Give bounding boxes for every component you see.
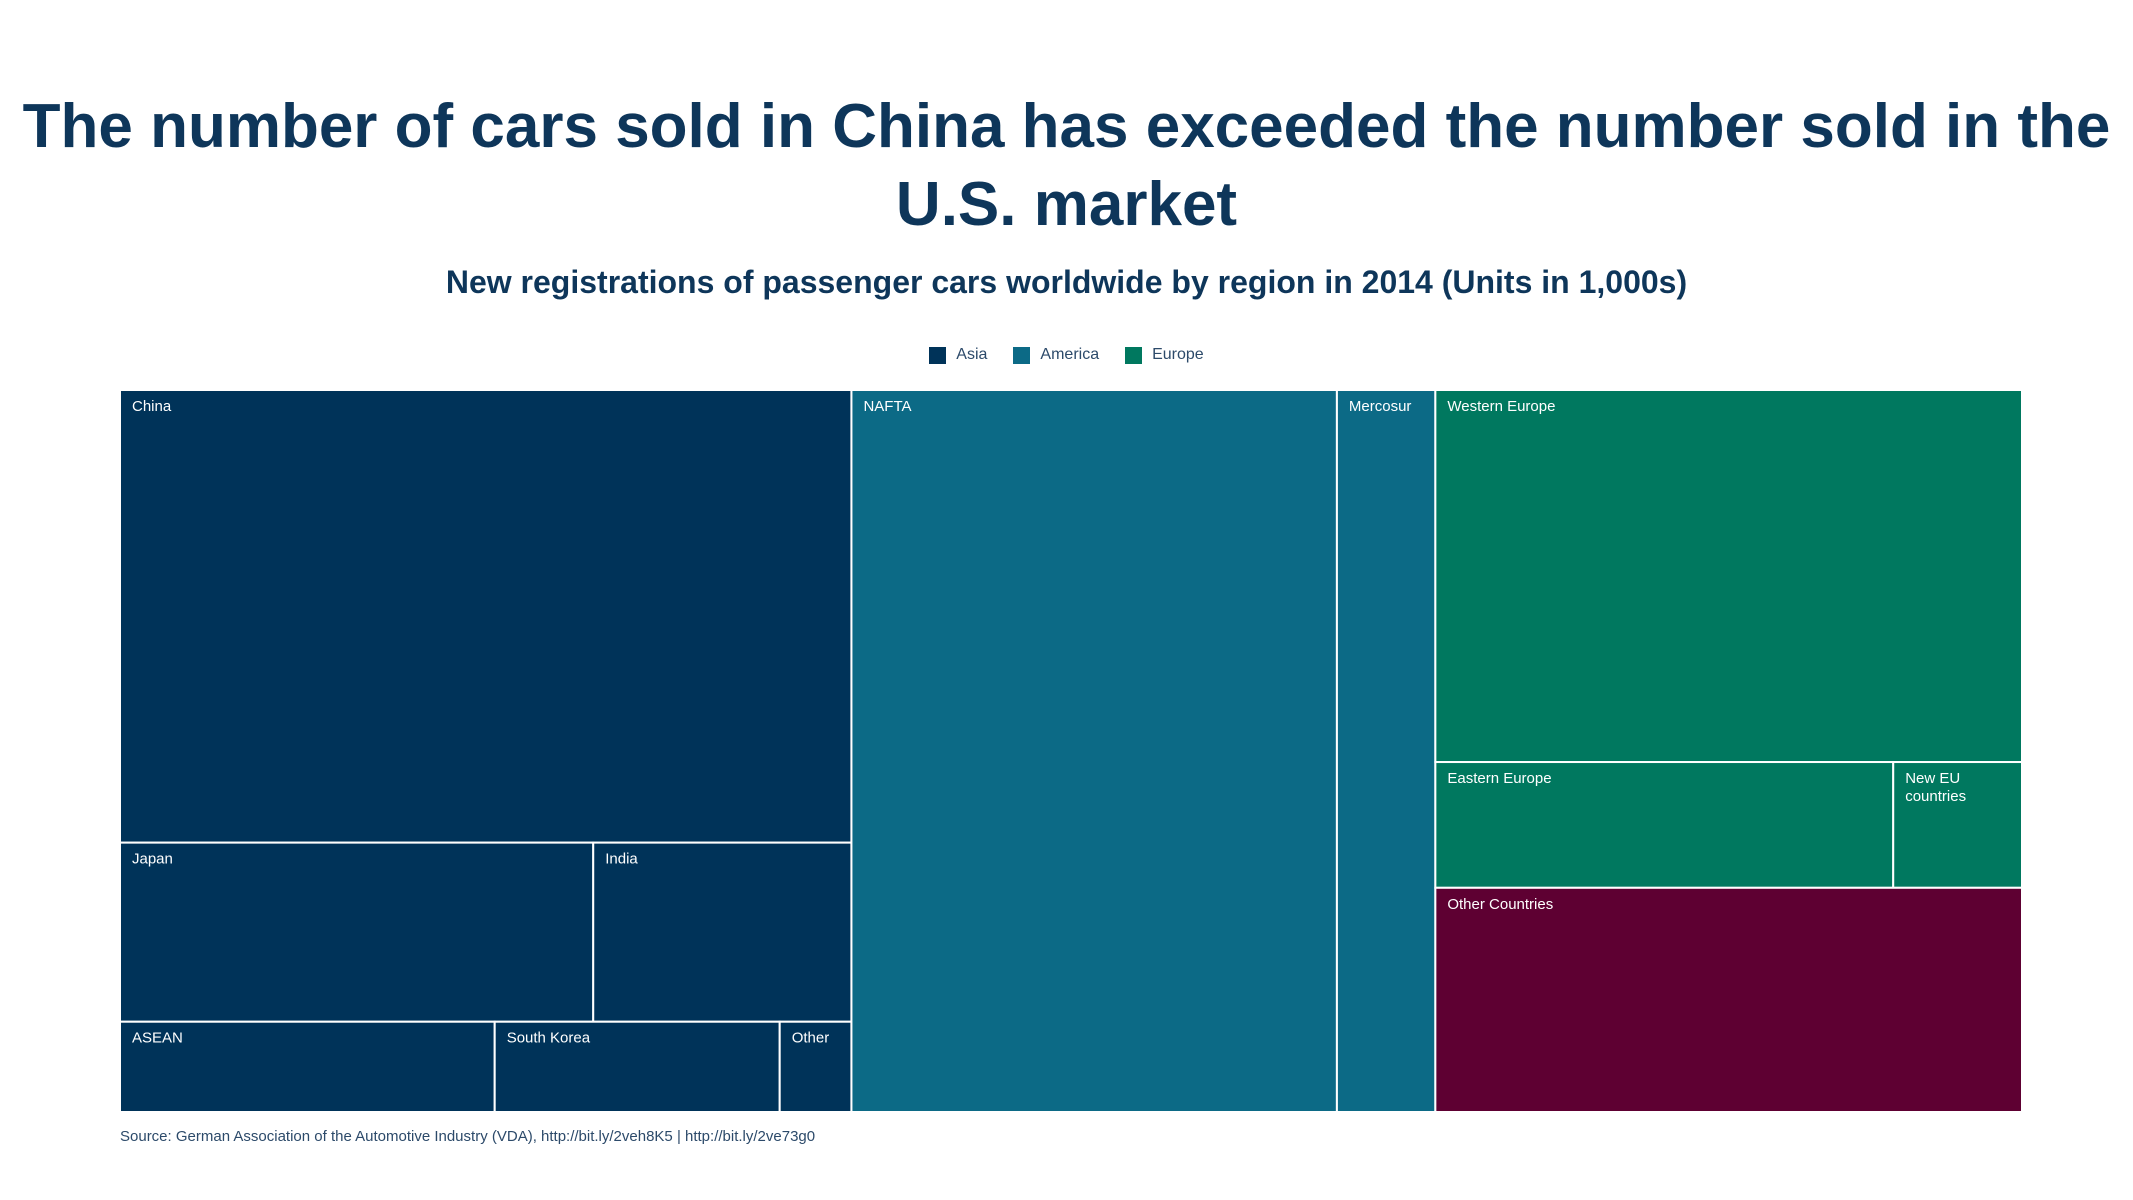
treemap-rect	[1434, 390, 2022, 764]
treemap-cell-asean[interactable]: ASEAN	[120, 1020, 496, 1112]
treemap-rect	[1434, 886, 2022, 1112]
treemap-label: Other	[792, 1030, 830, 1047]
treemap: China Japan India ASEAN South Korea Other NAFT…	[120, 390, 2022, 1112]
treemap-label: Other Countries	[1447, 896, 1553, 913]
legend-swatch	[1125, 346, 1143, 364]
chart-title: The number of cars sold in China has exc…	[22, 92, 2111, 239]
treemap-rect	[120, 390, 853, 844]
treemap-cell-nafta[interactable]: NAFTA	[850, 390, 1338, 1112]
legend-swatch	[929, 346, 947, 364]
treemap-rect	[1335, 390, 1437, 1112]
treemap-rect	[1434, 761, 1895, 889]
treemap-cell-japan[interactable]: Japan	[120, 841, 595, 1023]
treemap-cell-eastern-europe[interactable]: Eastern Europe	[1434, 761, 1895, 889]
treemap-cell-india[interactable]: India	[592, 841, 853, 1023]
treemap-cell-south-korea[interactable]: South Korea	[493, 1020, 781, 1112]
treemap-label: China	[132, 398, 172, 415]
legend-item-america[interactable]: America	[1013, 346, 1099, 364]
legend: Asia America Europe	[0, 346, 2133, 364]
treemap-cell-china[interactable]: China	[120, 390, 853, 844]
treemap-cell-other-countries[interactable]: Other Countries	[1434, 886, 2022, 1112]
treemap-cell-mercosur[interactable]: Mercosur	[1335, 390, 1437, 1112]
treemap-label: South Korea	[507, 1030, 591, 1047]
treemap-rect	[592, 841, 853, 1023]
treemap-cell-new-eu-countries[interactable]: New EU countries	[1892, 761, 2022, 889]
treemap-rect	[493, 1020, 781, 1112]
legend-label: Asia	[956, 346, 988, 363]
treemap-label: Western Europe	[1447, 398, 1555, 415]
treemap-label: Mercosur	[1349, 398, 1412, 415]
treemap-label: Japan	[132, 851, 173, 868]
treemap-label: New EU countries	[1905, 770, 1966, 805]
treemap-rect	[1892, 761, 2022, 889]
treemap-cell-western-europe[interactable]: Western Europe	[1434, 390, 2022, 764]
treemap-label: ASEAN	[132, 1030, 183, 1047]
treemap-label: India	[605, 851, 638, 868]
treemap-label: Eastern Europe	[1447, 770, 1551, 787]
chart-subtitle: New registrations of passenger cars worl…	[445, 264, 1688, 300]
treemap-rect	[120, 841, 595, 1023]
treemap-label: NAFTA	[863, 398, 911, 415]
legend-label: Europe	[1152, 346, 1204, 363]
source-note: Source: German Association of the Automo…	[120, 1128, 816, 1145]
treemap-cell-other[interactable]: Other	[778, 1020, 853, 1112]
legend-item-asia[interactable]: Asia	[929, 346, 987, 364]
legend-swatch	[1013, 346, 1031, 364]
treemap-rect	[120, 1020, 496, 1112]
legend-label: America	[1040, 346, 1100, 363]
legend-item-europe[interactable]: Europe	[1125, 346, 1204, 364]
treemap-rect	[850, 390, 1338, 1112]
